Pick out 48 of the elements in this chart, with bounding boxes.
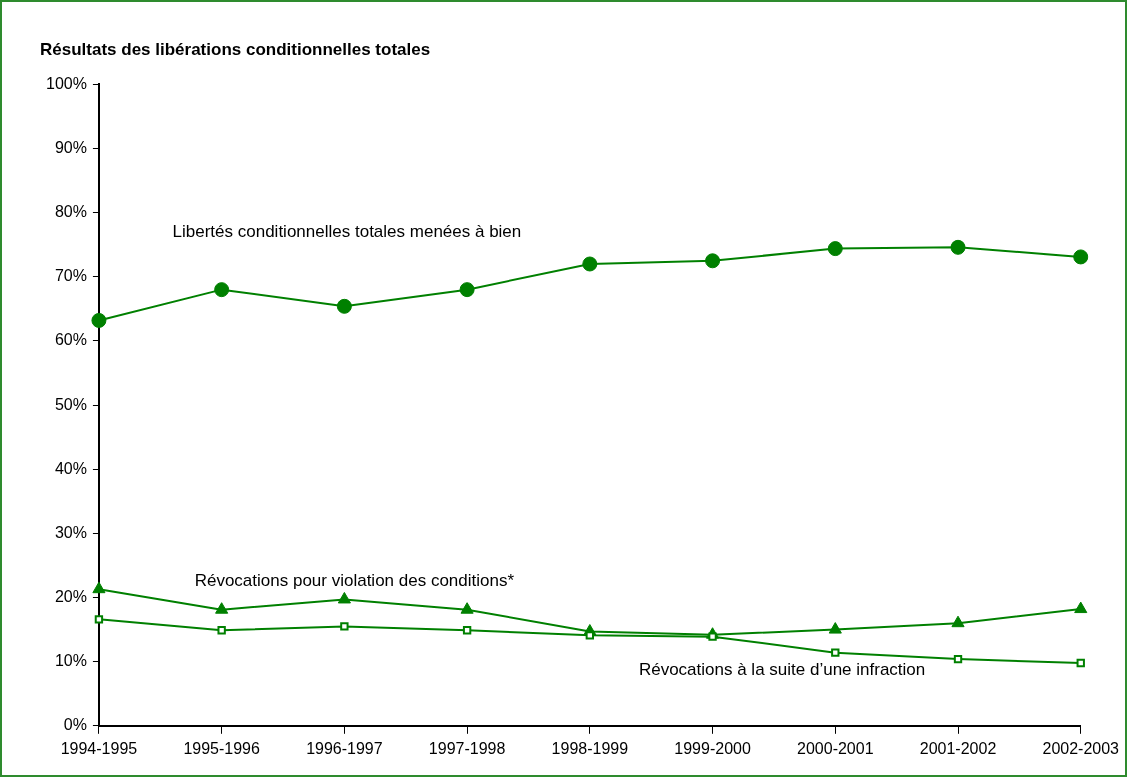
x-tick-label: 1998-1999: [551, 739, 629, 757]
y-tick-label: 0%: [63, 716, 87, 734]
point: [828, 622, 842, 634]
point: [827, 241, 843, 257]
point: [950, 239, 966, 255]
point: [214, 282, 230, 298]
x-tick-label: 1994-1995: [60, 739, 138, 757]
point: [217, 626, 226, 635]
x-tick-label: 2000-2001: [797, 739, 874, 757]
point: [831, 648, 840, 657]
point: [459, 282, 475, 298]
point: [705, 253, 721, 269]
point: [582, 256, 598, 272]
point: [585, 631, 595, 640]
point: [340, 622, 349, 631]
x-tick-label: 2001-2002: [919, 739, 997, 757]
point: [336, 298, 352, 314]
point: [1074, 601, 1088, 614]
point: [460, 602, 474, 614]
point: [215, 602, 229, 614]
x-tick-label: 1997-1998: [428, 739, 506, 757]
point: [953, 654, 963, 664]
y-tick-label: 30%: [54, 523, 87, 541]
point: [951, 615, 965, 628]
x-tick-label: 1996-1997: [306, 739, 383, 757]
point: [91, 312, 107, 328]
x-tick-label: 1995-1996: [183, 739, 261, 757]
y-tick-label: 70%: [54, 267, 87, 285]
y-tick-label: 80%: [54, 203, 87, 221]
x-tick-label: 1999-2000: [674, 739, 751, 757]
point: [462, 626, 472, 635]
point: [92, 581, 106, 594]
point: [1076, 658, 1085, 668]
series-label: Révocations à la suite d’une infraction: [638, 659, 926, 679]
y-tick-label: 20%: [54, 587, 87, 605]
y-tick-label: 50%: [54, 395, 87, 413]
series-label: Révocations pour violation des conditions*: [194, 570, 515, 590]
x-tick-label: 2002-2003: [1042, 739, 1120, 757]
y-tick-label: 60%: [54, 331, 87, 349]
point: [94, 615, 104, 624]
y-tick-label: 90%: [54, 138, 87, 156]
y-tick-label: 10%: [54, 652, 87, 670]
text: Libertés conditionnelles totales menées à bien: [172, 221, 522, 241]
point: [1073, 249, 1089, 265]
chart-title: Résultats des libérations conditionnelles totales: [40, 39, 431, 59]
y-tick-label: 100%: [46, 74, 87, 92]
point: [337, 591, 351, 604]
y-tick-label: 40%: [54, 459, 87, 477]
